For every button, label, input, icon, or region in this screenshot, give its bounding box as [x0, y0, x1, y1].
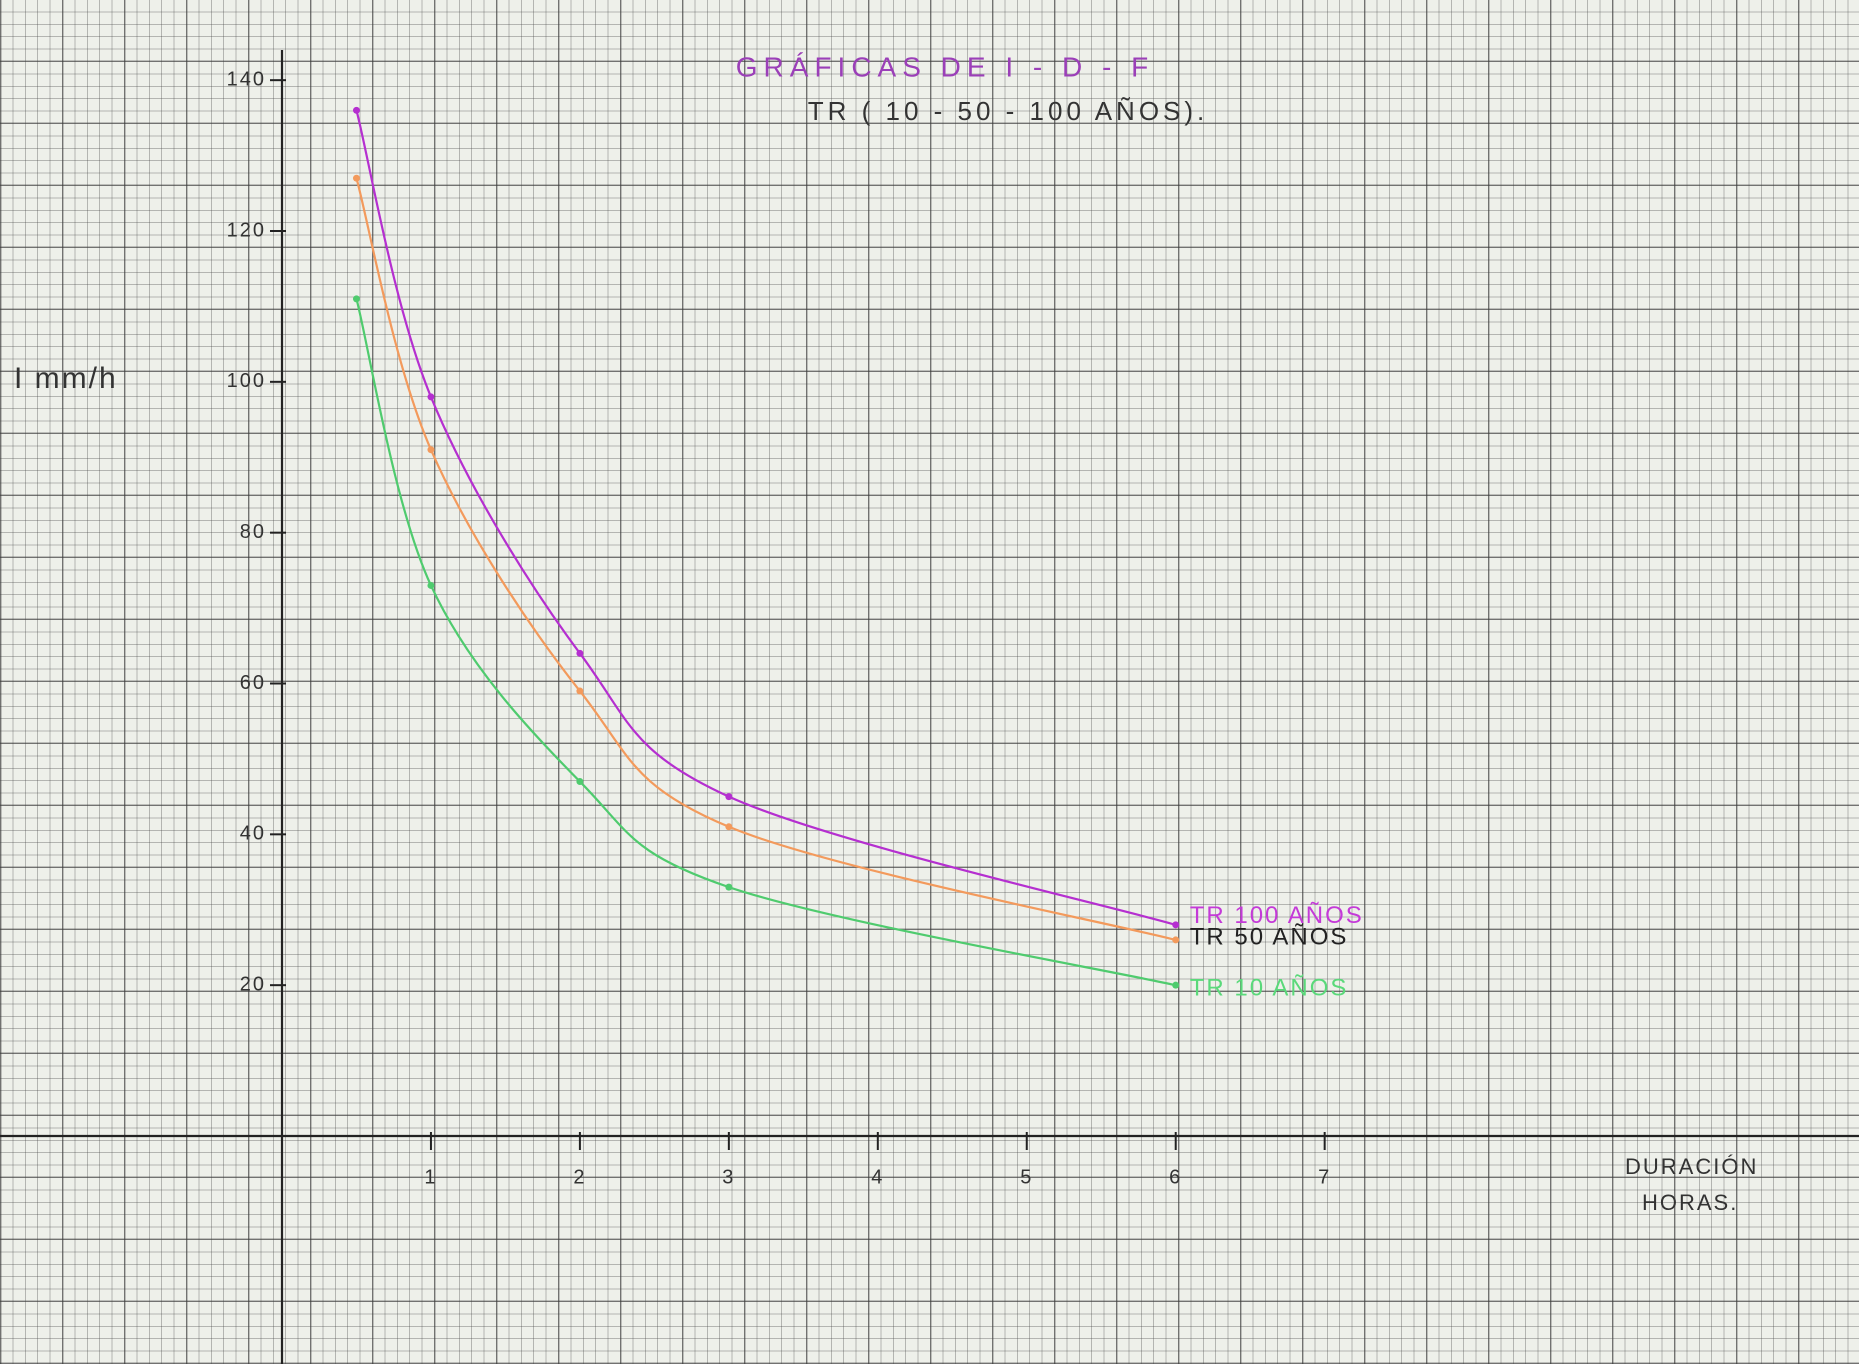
- data-point: [353, 175, 360, 182]
- legend-label: TR 10 AÑOS: [1190, 975, 1349, 1002]
- y-tick-label: 40: [240, 823, 266, 845]
- x-axis-label: DURACIÓN: [1625, 1154, 1758, 1179]
- data-point: [725, 823, 732, 830]
- y-tick-label: 20: [240, 973, 266, 995]
- data-point: [576, 650, 583, 657]
- data-point: [427, 446, 434, 453]
- chart-subtitle: TR ( 10 - 50 - 100 AÑOS).: [808, 96, 1209, 126]
- legend-label: TR 50 AÑOS: [1190, 923, 1349, 950]
- data-point: [725, 884, 732, 891]
- data-point: [725, 793, 732, 800]
- data-point: [1172, 982, 1179, 989]
- x-tick-label: 2: [573, 1166, 586, 1188]
- data-point: [353, 107, 360, 114]
- x-tick-label: 1: [424, 1166, 437, 1188]
- y-tick-label: 140: [227, 68, 266, 90]
- x-tick-label: 4: [871, 1166, 884, 1188]
- page: GRÁFICAS DE I - D - F TR ( 10 - 50 - 100…: [0, 0, 1859, 1364]
- data-point: [1172, 936, 1179, 943]
- y-axis-label: I mm/h: [14, 362, 118, 395]
- x-axis-label: HORAS.: [1642, 1190, 1738, 1215]
- chart-title: GRÁFICAS DE I - D - F: [736, 51, 1154, 82]
- y-tick-label: 80: [240, 521, 266, 543]
- data-point: [576, 688, 583, 695]
- data-point: [353, 295, 360, 302]
- data-point: [427, 582, 434, 589]
- series-line: [356, 110, 1175, 925]
- x-tick-label: 7: [1318, 1166, 1331, 1188]
- x-tick-label: 6: [1169, 1166, 1182, 1188]
- series-line: [356, 178, 1175, 940]
- data-point: [1172, 921, 1179, 928]
- x-tick-label: 3: [722, 1166, 735, 1188]
- series-line: [356, 299, 1175, 985]
- y-tick-label: 60: [240, 672, 266, 694]
- x-tick-label: 5: [1020, 1166, 1033, 1188]
- chart: GRÁFICAS DE I - D - F TR ( 10 - 50 - 100…: [0, 0, 1859, 1364]
- data-point: [576, 778, 583, 785]
- data-point: [427, 393, 434, 400]
- y-tick-label: 120: [227, 219, 266, 241]
- y-tick-label: 100: [227, 370, 266, 392]
